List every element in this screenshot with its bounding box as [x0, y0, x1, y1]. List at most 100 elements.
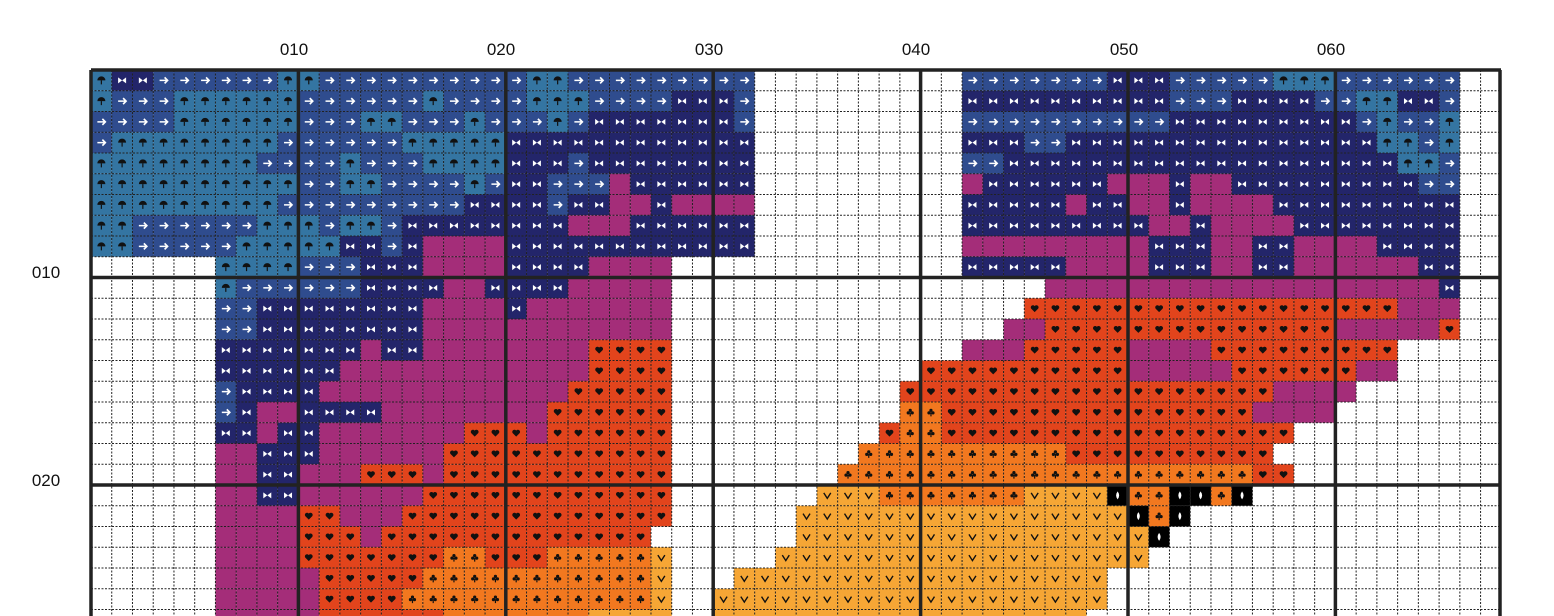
stitch-cell[interactable] — [402, 547, 423, 568]
stitch-cell[interactable] — [1273, 215, 1294, 236]
stitch-cell[interactable] — [1148, 90, 1170, 112]
stitch-cell[interactable] — [692, 153, 714, 174]
stitch-cell[interactable] — [816, 505, 838, 527]
stitch-cell[interactable] — [505, 547, 527, 568]
stitch-cell[interactable] — [588, 422, 610, 444]
stitch-cell[interactable] — [360, 588, 382, 610]
stitch-cell[interactable] — [1045, 194, 1066, 216]
stitch-cell[interactable] — [879, 464, 900, 485]
stitch-cell[interactable] — [650, 547, 672, 568]
stitch-cell[interactable] — [775, 609, 797, 616]
stitch-cell[interactable] — [422, 90, 444, 112]
stitch-cell[interactable] — [920, 443, 942, 465]
stitch-cell[interactable] — [485, 505, 506, 527]
stitch-cell[interactable] — [1065, 443, 1087, 465]
stitch-cell[interactable] — [526, 402, 548, 423]
stitch-cell[interactable] — [609, 153, 631, 174]
stitch-cell[interactable] — [256, 568, 278, 589]
stitch-cell[interactable] — [1065, 609, 1087, 616]
stitch-cell[interactable] — [1335, 111, 1357, 133]
stitch-cell[interactable] — [505, 485, 527, 506]
stitch-cell[interactable] — [1045, 70, 1066, 91]
stitch-cell[interactable] — [879, 588, 900, 610]
stitch-cell[interactable] — [1169, 90, 1191, 112]
stitch-cell[interactable] — [360, 70, 382, 91]
stitch-cell[interactable] — [1003, 153, 1025, 174]
stitch-cell[interactable] — [526, 319, 548, 340]
stitch-cell[interactable] — [1397, 319, 1419, 340]
stitch-cell[interactable] — [1107, 173, 1128, 195]
stitch-cell[interactable] — [215, 319, 237, 340]
stitch-cell[interactable] — [837, 464, 859, 485]
stitch-cell[interactable] — [505, 194, 527, 216]
stitch-cell[interactable] — [1376, 236, 1398, 257]
stitch-cell[interactable] — [256, 505, 278, 527]
stitch-cell[interactable] — [132, 173, 154, 195]
stitch-cell[interactable] — [485, 485, 506, 506]
stitch-cell[interactable] — [650, 236, 672, 257]
stitch-cell[interactable] — [505, 443, 527, 465]
stitch-cell[interactable] — [1148, 236, 1170, 257]
stitch-cell[interactable] — [671, 111, 693, 133]
stitch-cell[interactable] — [733, 90, 755, 112]
stitch-cell[interactable] — [858, 609, 880, 616]
stitch-cell[interactable] — [1439, 256, 1460, 278]
stitch-cell[interactable] — [1065, 402, 1087, 423]
stitch-cell[interactable] — [962, 90, 983, 112]
stitch-cell[interactable] — [1335, 90, 1357, 112]
stitch-cell[interactable] — [547, 339, 569, 361]
stitch-cell[interactable] — [1045, 173, 1066, 195]
stitch-cell[interactable] — [650, 277, 672, 299]
stitch-cell[interactable] — [381, 173, 403, 195]
stitch-cell[interactable] — [381, 70, 403, 91]
stitch-cell[interactable] — [464, 256, 486, 278]
stitch-cell[interactable] — [256, 381, 278, 402]
stitch-cell[interactable] — [588, 464, 610, 485]
stitch-cell[interactable] — [962, 194, 983, 216]
stitch-cell[interactable] — [547, 485, 569, 506]
stitch-cell[interactable] — [754, 588, 776, 610]
stitch-cell[interactable] — [962, 609, 983, 616]
stitch-cell[interactable] — [319, 588, 340, 610]
stitch-cell[interactable] — [381, 464, 403, 485]
stitch-cell[interactable] — [298, 360, 320, 382]
stitch-cell[interactable] — [381, 153, 403, 174]
stitch-cell[interactable] — [1024, 360, 1046, 382]
stitch-cell[interactable] — [568, 277, 589, 299]
stitch-cell[interactable] — [505, 402, 527, 423]
stitch-cell[interactable] — [547, 402, 569, 423]
stitch-cell[interactable] — [485, 111, 506, 133]
stitch-cell[interactable] — [816, 588, 838, 610]
stitch-cell[interactable] — [339, 194, 361, 216]
stitch-cell[interactable] — [1003, 215, 1025, 236]
stitch-cell[interactable] — [1273, 402, 1294, 423]
stitch-cell[interactable] — [1293, 360, 1315, 382]
stitch-cell[interactable] — [1128, 194, 1149, 216]
stitch-cell[interactable] — [962, 547, 983, 568]
stitch-cell[interactable] — [1128, 464, 1149, 485]
stitch-cell[interactable] — [609, 111, 631, 133]
stitch-cell[interactable] — [298, 194, 320, 216]
stitch-cell[interactable] — [982, 70, 1004, 91]
stitch-cell[interactable] — [1231, 339, 1253, 361]
stitch-cell[interactable] — [1376, 319, 1398, 340]
stitch-cell[interactable] — [505, 609, 527, 616]
stitch-cell[interactable] — [630, 547, 651, 568]
stitch-cell[interactable] — [837, 485, 859, 506]
stitch-cell[interactable] — [236, 485, 257, 506]
stitch-cell[interactable] — [256, 402, 278, 423]
stitch-cell[interactable] — [1356, 153, 1377, 174]
stitch-cell[interactable] — [1003, 339, 1025, 361]
stitch-cell[interactable] — [91, 194, 112, 216]
stitch-cell[interactable] — [1003, 236, 1025, 257]
stitch-cell[interactable] — [713, 588, 734, 610]
stitch-cell[interactable] — [609, 70, 631, 91]
stitch-cell[interactable] — [1252, 422, 1274, 444]
stitch-cell[interactable] — [1003, 464, 1025, 485]
stitch-cell[interactable] — [1293, 256, 1315, 278]
stitch-cell[interactable] — [920, 588, 942, 610]
stitch-cell[interactable] — [277, 526, 299, 548]
stitch-cell[interactable] — [464, 505, 486, 527]
stitch-cell[interactable] — [526, 588, 548, 610]
stitch-cell[interactable] — [1107, 526, 1128, 548]
